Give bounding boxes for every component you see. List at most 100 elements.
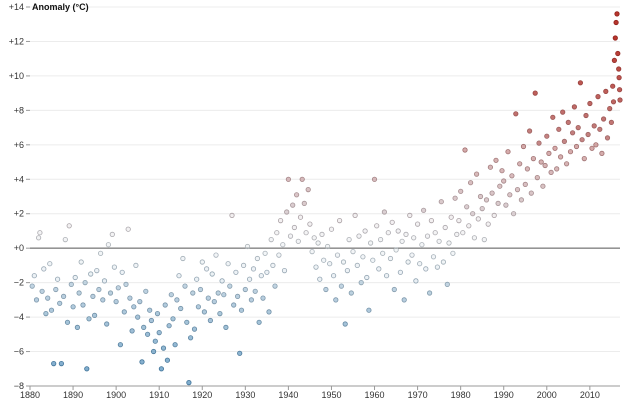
data-point [262, 250, 268, 256]
data-point [84, 366, 90, 372]
data-point [117, 342, 124, 348]
data-point [613, 19, 619, 26]
data-point [39, 288, 45, 294]
x-tick-label: 1910 [149, 390, 169, 400]
data-point [565, 119, 571, 126]
data-point [182, 283, 188, 289]
data-point [205, 295, 211, 301]
x-tick-label: 1930 [235, 390, 255, 400]
data-point [299, 176, 305, 182]
data-point [211, 298, 217, 305]
data-point [387, 255, 394, 262]
data-point [608, 119, 615, 126]
data-point [152, 338, 158, 344]
data-point [577, 80, 584, 86]
x-tick-label: 1920 [192, 390, 212, 400]
data-point [170, 316, 176, 322]
data-point [58, 360, 65, 367]
data-point [207, 317, 213, 324]
data-point [593, 142, 599, 148]
data-point [479, 206, 485, 212]
data-point [424, 233, 431, 239]
data-point [219, 278, 225, 284]
data-point [285, 176, 291, 182]
data-point [307, 221, 313, 227]
data-point [440, 259, 446, 265]
data-point [215, 290, 221, 296]
data-point [131, 304, 137, 310]
data-point [290, 202, 296, 208]
data-point [317, 276, 323, 282]
data-point [538, 159, 544, 165]
data-point [376, 266, 382, 272]
data-point [544, 133, 550, 139]
y-tick-label: +10 [9, 71, 24, 81]
y-tick-label: −4 [14, 312, 24, 322]
x-tick-label: 2010 [580, 390, 600, 400]
data-point [467, 180, 474, 186]
data-point [94, 267, 100, 274]
data-point [611, 57, 618, 64]
data-point [495, 200, 501, 206]
data-point [595, 94, 601, 100]
data-point [313, 264, 319, 270]
data-point [356, 233, 362, 239]
data-point [252, 288, 258, 294]
data-point [113, 298, 119, 305]
data-point [194, 276, 200, 282]
data-point [47, 261, 53, 267]
data-point [610, 83, 616, 89]
data-point [548, 169, 554, 175]
data-point [221, 292, 227, 298]
data-point [125, 226, 131, 232]
data-point [556, 126, 562, 132]
data-point [524, 166, 531, 172]
data-point [250, 266, 257, 272]
data-point [417, 261, 423, 267]
y-tick-label: +6 [14, 140, 24, 150]
data-point [473, 171, 480, 177]
x-tick-label: 1940 [278, 390, 298, 400]
data-point [199, 259, 205, 265]
data-point [330, 273, 337, 279]
data-point [452, 195, 458, 201]
y-tick-label: +0 [14, 243, 24, 253]
data-point [367, 240, 374, 246]
data-point [489, 190, 495, 196]
data-point [229, 212, 235, 218]
data-point [616, 87, 623, 93]
data-point [573, 143, 580, 150]
data-point [223, 324, 229, 330]
data-point [409, 252, 415, 258]
data-point [53, 286, 59, 293]
data-point [62, 237, 68, 243]
data-point [137, 298, 143, 305]
data-point [104, 321, 110, 327]
data-point [510, 211, 517, 217]
x-tick-label: 2000 [537, 390, 557, 400]
data-point [197, 286, 204, 293]
data-point [587, 100, 593, 107]
data-point [129, 328, 135, 334]
data-point [557, 154, 564, 160]
data-point [485, 221, 491, 227]
data-point [471, 235, 477, 241]
data-point [158, 366, 164, 372]
data-point [589, 145, 595, 151]
data-point [563, 161, 570, 167]
axes: −8 −6 −4 −2 +0 +2 +4 +6 +8 +10 +12 +14 1880 1890 1900 1… [9, 2, 620, 400]
data-point [248, 297, 254, 303]
data-point [371, 176, 378, 182]
y-tick-label: −6 [14, 347, 24, 357]
data-point [101, 278, 108, 284]
x-tick-label: 1890 [63, 390, 83, 400]
data-point [303, 230, 309, 236]
data-point [92, 312, 98, 318]
data-point [115, 285, 121, 291]
data-point [277, 218, 284, 224]
data-point [96, 286, 102, 293]
data-point [195, 304, 201, 310]
data-point [272, 283, 278, 289]
data-point [344, 267, 350, 274]
data-point [174, 297, 180, 303]
